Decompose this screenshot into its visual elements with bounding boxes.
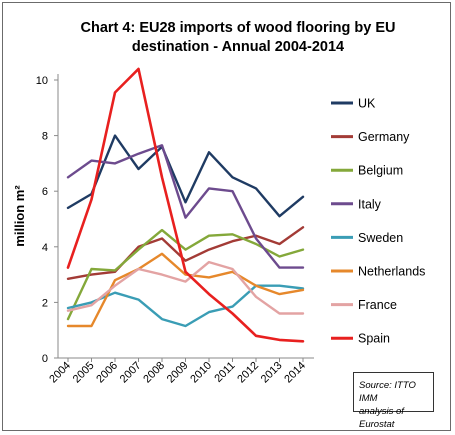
x-tick-label: 2008 [141, 360, 167, 386]
series-line-france [66, 260, 305, 315]
legend-label-netherlands: Netherlands [358, 265, 425, 279]
y-tick-label: 2 [42, 297, 48, 309]
source-annotation: Source: ITTO IMM analysis of Eurostat [353, 372, 434, 430]
x-tick-label: 2012 [235, 360, 261, 386]
legend-label-italy: Italy [358, 197, 382, 211]
series-line-italy [66, 144, 305, 269]
y-tick-labels: 0 2 4 6 8 10 [36, 75, 48, 365]
legend-label-belgium: Belgium [358, 164, 403, 178]
y-tick-label: 0 [42, 353, 48, 365]
series-line-germany [66, 226, 305, 280]
legend-label-germany: Germany [358, 130, 410, 144]
legend-label-sweden: Sweden [358, 231, 403, 245]
y-axis-label: million m² [12, 185, 27, 247]
chart-title-line-2: destination - Annual 2004-2014 [132, 39, 344, 55]
chart-frame [2, 2, 451, 431]
x-tick-label: 2013 [259, 360, 285, 386]
chart-title-line-1: Chart 4: EU28 imports of wood flooring b… [81, 20, 396, 36]
legend-label-uk: UK [358, 97, 376, 111]
x-tick-label: 2011 [212, 360, 237, 385]
legend-label-spain: Spain [358, 332, 390, 346]
series-line-netherlands [66, 252, 305, 328]
y-tick-label: 8 [42, 131, 48, 143]
series-line-spain [66, 67, 305, 343]
x-tick-labels: 2004200520062007200820092010201120122013… [47, 360, 308, 386]
legend-label-france: France [358, 298, 397, 312]
series-lines [66, 67, 305, 343]
y-tick-label: 10 [36, 75, 48, 87]
x-tick-label: 2014 [282, 360, 308, 386]
x-tick-label: 2004 [47, 360, 73, 386]
series-line-uk [66, 134, 305, 218]
x-tick-label: 2010 [188, 360, 214, 386]
x-tick-label: 2009 [165, 360, 191, 386]
legend: UK Germany Belgium Italy Sweden Netherlands Fr… [331, 97, 425, 346]
y-tick-label: 6 [42, 186, 48, 198]
x-tick-label: 2005 [71, 360, 97, 386]
y-tick-label: 4 [42, 242, 48, 254]
x-tick-label: 2007 [118, 360, 144, 386]
x-tick-label: 2006 [94, 360, 120, 386]
axes [54, 74, 314, 362]
